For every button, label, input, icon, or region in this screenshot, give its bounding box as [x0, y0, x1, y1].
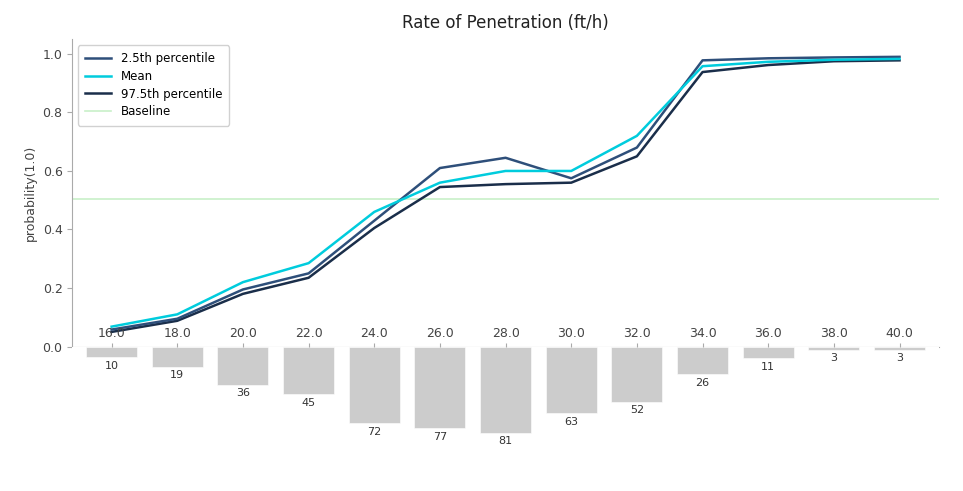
Mean — [565, 168, 577, 174]
97.5th percentile — [894, 57, 905, 63]
97.5th percentile — [369, 225, 380, 231]
Mean — [106, 324, 117, 329]
Text: 10: 10 — [105, 360, 118, 371]
2.5th percentile — [171, 316, 183, 322]
97.5th percentile — [171, 318, 183, 324]
Bar — [874, 347, 925, 350]
Mean — [697, 63, 709, 69]
2.5th percentile — [565, 175, 577, 181]
97.5th percentile — [237, 291, 248, 297]
97.5th percentile — [763, 62, 774, 68]
2.5th percentile — [763, 55, 774, 61]
Text: 63: 63 — [564, 417, 578, 427]
Mean — [237, 279, 248, 285]
Mean — [500, 168, 511, 174]
Text: 3: 3 — [830, 353, 838, 363]
97.5th percentile — [302, 275, 314, 281]
Text: 77: 77 — [432, 432, 447, 442]
Line: 97.5th percentile: 97.5th percentile — [112, 60, 899, 332]
Bar — [808, 347, 859, 350]
Text: 45: 45 — [301, 398, 316, 408]
Mean — [631, 133, 642, 139]
Title: Rate of Penetration (ft/h): Rate of Penetration (ft/h) — [403, 14, 609, 32]
Bar — [481, 347, 531, 433]
2.5th percentile — [894, 54, 905, 60]
Bar — [152, 347, 203, 367]
Text: 11: 11 — [761, 362, 775, 372]
2.5th percentile — [500, 155, 511, 161]
Mean — [828, 57, 840, 63]
Legend: 2.5th percentile, Mean, 97.5th percentile, Baseline: 2.5th percentile, Mean, 97.5th percentil… — [78, 45, 229, 126]
2.5th percentile — [434, 165, 446, 171]
Bar — [677, 347, 728, 374]
Bar — [86, 347, 137, 357]
Text: 19: 19 — [170, 370, 184, 380]
Bar — [218, 347, 269, 385]
2.5th percentile — [631, 145, 642, 151]
Text: 72: 72 — [367, 427, 381, 436]
2.5th percentile — [106, 327, 117, 332]
Bar — [546, 347, 597, 413]
2.5th percentile — [697, 57, 709, 63]
Line: Mean: Mean — [112, 59, 899, 327]
Mean — [302, 260, 314, 266]
97.5th percentile — [500, 181, 511, 187]
Mean — [369, 209, 380, 215]
97.5th percentile — [631, 153, 642, 159]
97.5th percentile — [828, 58, 840, 64]
Text: 81: 81 — [499, 436, 512, 446]
2.5th percentile — [302, 271, 314, 276]
Bar — [612, 347, 663, 402]
Line: 2.5th percentile: 2.5th percentile — [112, 57, 899, 329]
Y-axis label: probability(1.0): probability(1.0) — [24, 145, 37, 241]
97.5th percentile — [434, 184, 446, 190]
97.5th percentile — [697, 69, 709, 75]
97.5th percentile — [106, 329, 117, 335]
Mean — [434, 180, 446, 186]
Text: 52: 52 — [630, 405, 644, 415]
2.5th percentile — [237, 287, 248, 293]
Bar — [349, 347, 400, 423]
Text: 26: 26 — [695, 378, 710, 387]
Text: 36: 36 — [236, 388, 250, 398]
97.5th percentile — [565, 180, 577, 186]
Bar — [742, 347, 794, 358]
Bar — [283, 347, 334, 394]
Bar — [414, 347, 465, 428]
Text: 3: 3 — [896, 353, 903, 363]
Mean — [763, 59, 774, 65]
Mean — [171, 311, 183, 317]
2.5th percentile — [369, 218, 380, 224]
Mean — [894, 56, 905, 62]
2.5th percentile — [828, 55, 840, 60]
